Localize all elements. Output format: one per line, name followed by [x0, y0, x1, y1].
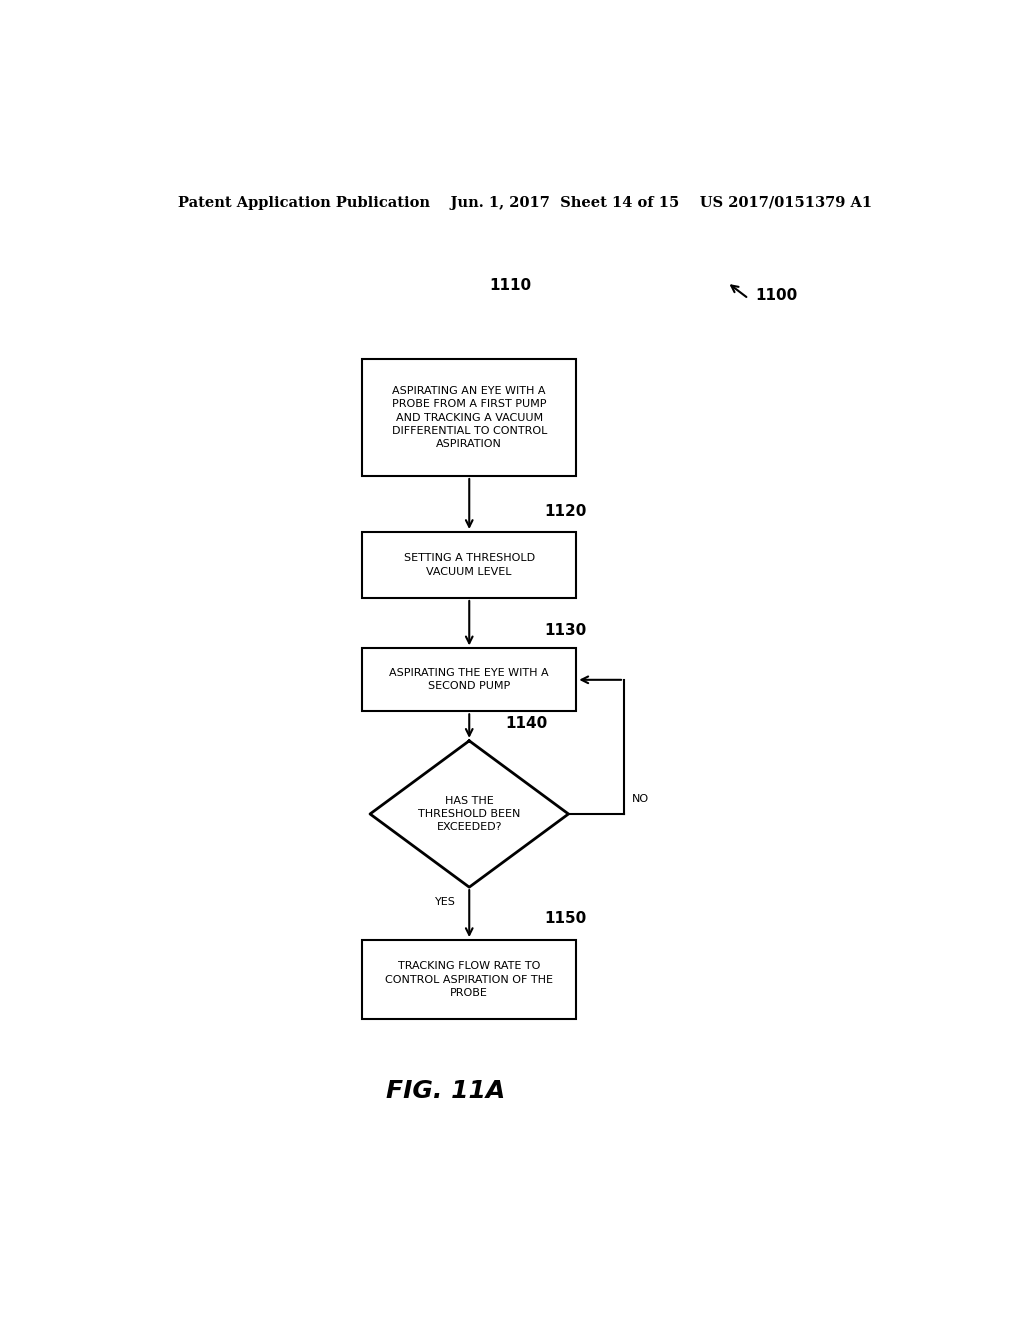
FancyBboxPatch shape [362, 532, 577, 598]
Text: 1140: 1140 [505, 715, 547, 731]
FancyBboxPatch shape [362, 940, 577, 1019]
Text: ASPIRATING AN EYE WITH A
PROBE FROM A FIRST PUMP
AND TRACKING A VACUUM
DIFFERENT: ASPIRATING AN EYE WITH A PROBE FROM A FI… [391, 387, 547, 449]
Text: 1100: 1100 [755, 288, 798, 304]
Text: NO: NO [632, 793, 649, 804]
Text: FIG. 11A: FIG. 11A [386, 1080, 505, 1104]
Text: TRACKING FLOW RATE TO
CONTROL ASPIRATION OF THE
PROBE: TRACKING FLOW RATE TO CONTROL ASPIRATION… [385, 961, 553, 998]
FancyBboxPatch shape [362, 359, 577, 477]
Text: 1130: 1130 [545, 623, 587, 638]
Text: SETTING A THRESHOLD
VACUUM LEVEL: SETTING A THRESHOLD VACUUM LEVEL [403, 553, 535, 577]
Text: 1150: 1150 [545, 911, 587, 925]
Text: 1120: 1120 [545, 504, 587, 519]
Text: YES: YES [435, 898, 456, 907]
Text: HAS THE
THRESHOLD BEEN
EXCEEDED?: HAS THE THRESHOLD BEEN EXCEEDED? [418, 796, 520, 832]
Polygon shape [370, 741, 568, 887]
Text: 1110: 1110 [489, 277, 531, 293]
FancyBboxPatch shape [362, 648, 577, 711]
Text: Patent Application Publication    Jun. 1, 2017  Sheet 14 of 15    US 2017/015137: Patent Application Publication Jun. 1, 2… [178, 197, 871, 210]
Text: ASPIRATING THE EYE WITH A
SECOND PUMP: ASPIRATING THE EYE WITH A SECOND PUMP [389, 668, 549, 692]
